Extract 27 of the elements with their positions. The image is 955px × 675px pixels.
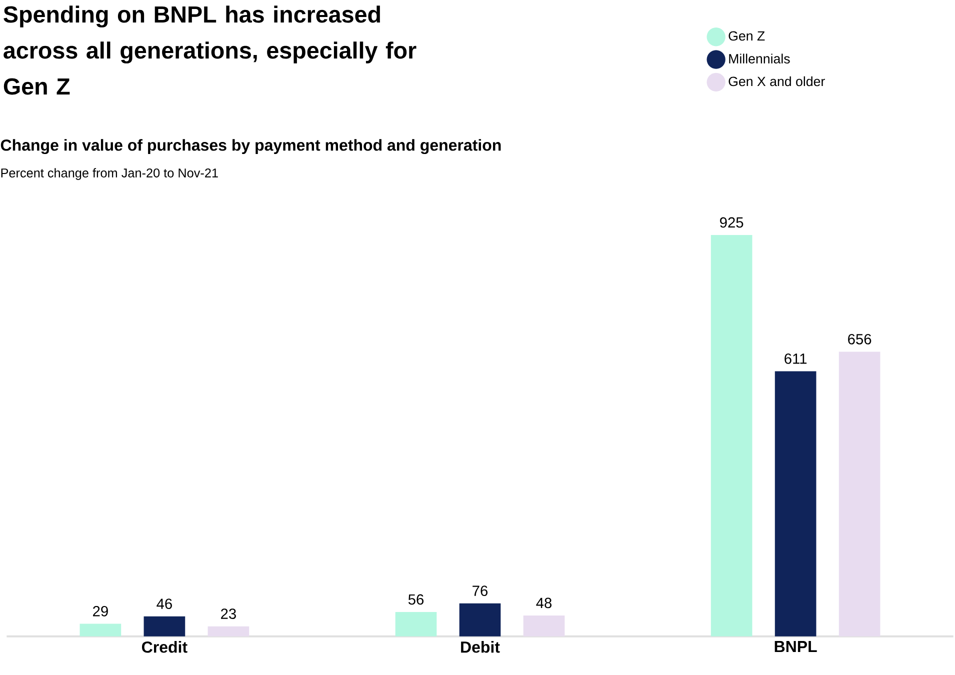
legend-label: Millennials [729, 54, 790, 64]
legend-label: Gen X and older [728, 76, 825, 86]
bar [459, 603, 501, 636]
data-label: 56 [408, 594, 424, 605]
text: Percent change from Jan-20 to Nov-21 [1, 168, 218, 180]
x-tick-label: BNPL [774, 641, 817, 652]
data-label: 23 [221, 608, 236, 619]
chart-title: Spending on BNPL has increased across all generations, especially for Gen Z [4, 6, 416, 95]
bar [710, 235, 752, 636]
bar [523, 616, 565, 636]
bar [395, 612, 437, 636]
data-label: 46 [156, 598, 172, 609]
data-label: 29 [93, 606, 108, 616]
data-label: 48 [536, 598, 552, 608]
bar [774, 371, 816, 636]
data-label: 656 [848, 334, 872, 344]
bar [144, 616, 186, 636]
chart-subtitle: Change in value of purchases by payment method and generation [0, 139, 501, 154]
x-tick-label: Debit [461, 641, 500, 653]
bar [838, 352, 880, 636]
data-label: 76 [472, 586, 488, 596]
x-tick-label: Credit [142, 641, 188, 653]
bar [208, 626, 250, 636]
bar [80, 624, 122, 636]
data-label: 925 [720, 217, 744, 228]
legend-label: Gen Z [728, 31, 765, 41]
data-label: 611 [784, 354, 807, 364]
